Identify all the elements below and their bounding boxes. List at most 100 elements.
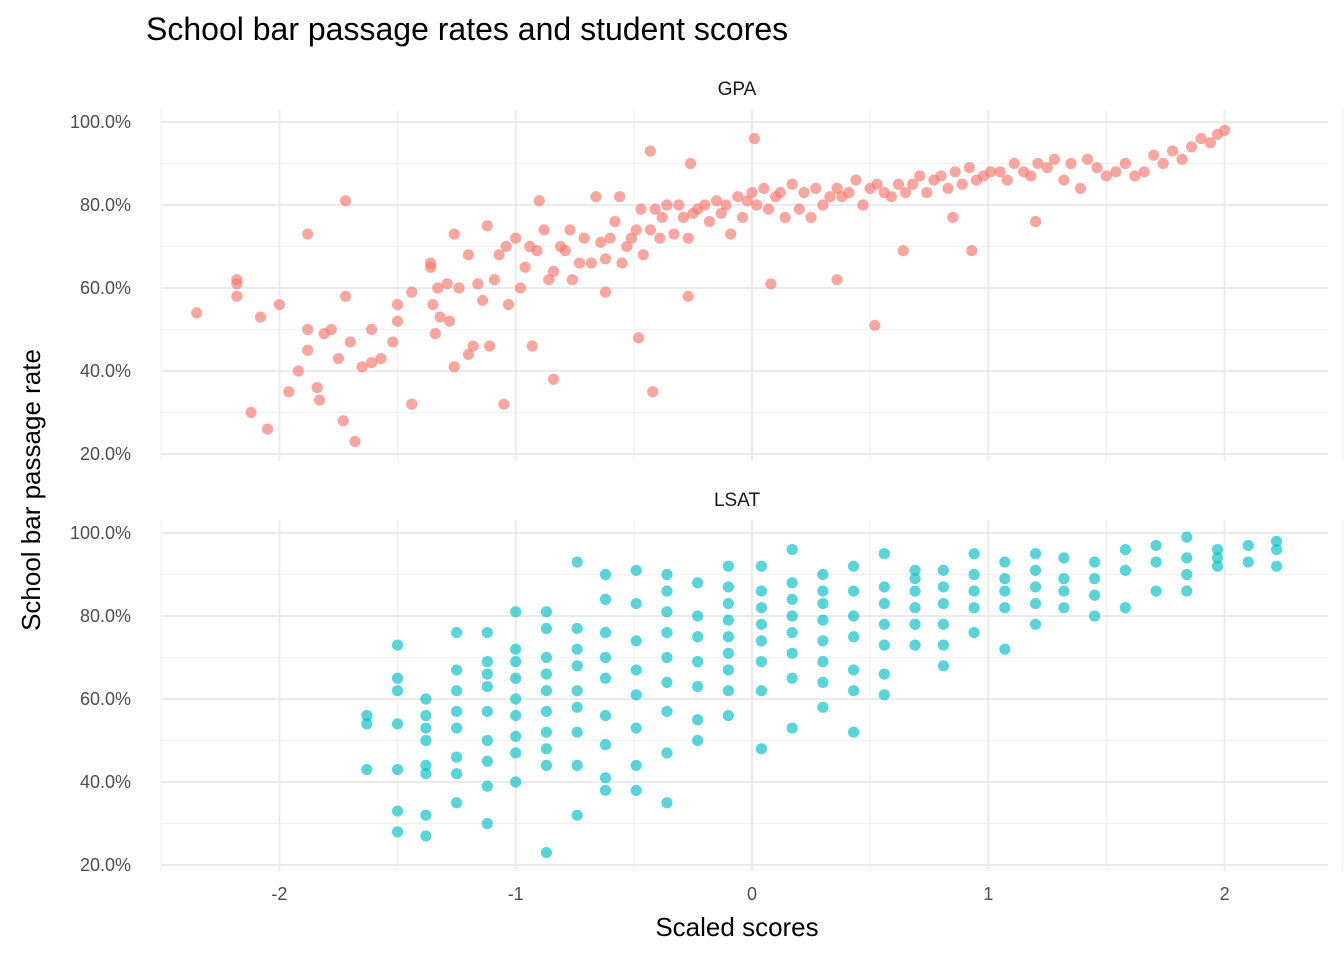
data-point xyxy=(1025,170,1037,182)
data-point xyxy=(1176,153,1188,165)
data-point xyxy=(481,680,493,693)
data-point xyxy=(599,672,612,684)
data-point xyxy=(1089,610,1101,622)
data-point xyxy=(1089,589,1101,601)
data-point xyxy=(510,710,522,722)
data-point xyxy=(1029,548,1042,560)
data-point xyxy=(786,672,798,684)
data-point xyxy=(848,610,860,622)
data-point xyxy=(635,203,647,215)
data-point xyxy=(1029,564,1042,576)
data-point xyxy=(425,257,437,269)
data-point xyxy=(968,568,980,581)
data-point xyxy=(755,618,768,630)
data-point xyxy=(755,635,768,647)
data-point xyxy=(510,672,522,684)
data-point xyxy=(937,581,950,593)
panel-gpa: GPA 20.0% 40.0% 60.0% 80.0% 100.0% xyxy=(70,79,1344,464)
data-point xyxy=(673,199,685,211)
data-point xyxy=(1065,157,1077,170)
data-point xyxy=(566,274,579,286)
data-point xyxy=(481,220,493,232)
data-point xyxy=(956,178,968,190)
data-point xyxy=(848,664,860,676)
data-point xyxy=(339,195,352,207)
panel-gpa-major-grid xyxy=(161,110,1328,461)
data-point xyxy=(477,294,489,307)
data-point xyxy=(909,573,921,585)
data-point xyxy=(850,174,862,186)
data-point xyxy=(1211,552,1224,564)
data-point xyxy=(668,228,680,240)
data-point xyxy=(824,191,836,203)
data-point xyxy=(434,311,446,323)
data-point xyxy=(365,323,378,336)
data-point xyxy=(472,278,484,290)
data-point xyxy=(451,705,463,718)
data-point xyxy=(571,660,583,672)
data-point xyxy=(755,685,768,697)
data-point xyxy=(590,191,602,203)
data-point xyxy=(1048,153,1061,165)
data-point xyxy=(1157,157,1169,170)
data-point xyxy=(599,651,612,664)
data-point xyxy=(1058,585,1070,597)
data-point xyxy=(722,710,734,722)
data-point xyxy=(786,722,798,734)
data-point xyxy=(1270,544,1283,556)
data-point xyxy=(391,639,404,651)
data-point xyxy=(654,232,666,244)
data-point xyxy=(519,261,531,273)
data-point xyxy=(647,386,659,398)
data-point xyxy=(1074,182,1087,194)
panel-lsat-y-tick-labels: 20.0% 40.0% 60.0% 80.0% 100.0% xyxy=(70,523,131,875)
data-point xyxy=(909,564,921,576)
data-point xyxy=(661,568,673,581)
data-point xyxy=(481,755,493,767)
data-point xyxy=(1110,166,1122,178)
data-point xyxy=(1211,544,1224,556)
data-point xyxy=(498,398,510,410)
data-point xyxy=(630,759,642,772)
data-point xyxy=(599,627,612,639)
data-point xyxy=(481,705,493,718)
data-point xyxy=(909,639,921,651)
data-point xyxy=(692,714,704,726)
data-point xyxy=(1058,602,1070,614)
data-point xyxy=(755,743,768,755)
data-point xyxy=(703,216,716,228)
data-point xyxy=(817,614,829,626)
data-point xyxy=(942,182,954,194)
data-point xyxy=(878,668,890,680)
data-point xyxy=(661,705,673,718)
data-point xyxy=(848,560,860,572)
data-point xyxy=(999,556,1011,568)
y-tick-label: 100.0% xyxy=(70,523,131,543)
data-point xyxy=(488,274,501,286)
data-point xyxy=(1100,170,1113,182)
data-point xyxy=(1204,137,1217,149)
data-point xyxy=(630,722,642,734)
data-point xyxy=(710,195,723,207)
data-point xyxy=(427,299,439,311)
data-point xyxy=(337,415,349,427)
y-tick-label: 60.0% xyxy=(80,689,131,709)
data-point xyxy=(302,323,314,336)
data-point xyxy=(344,336,356,348)
data-point xyxy=(609,216,621,228)
data-point xyxy=(1181,552,1193,564)
data-point xyxy=(817,656,829,668)
data-point xyxy=(564,224,576,236)
data-point xyxy=(848,726,860,738)
data-point xyxy=(755,656,768,668)
data-point xyxy=(968,585,980,597)
data-point xyxy=(510,656,522,668)
data-point xyxy=(779,211,791,224)
data-point xyxy=(741,195,753,207)
data-point xyxy=(732,191,744,203)
y-tick-label: 20.0% xyxy=(80,444,131,464)
x-tick-label: 0 xyxy=(747,884,757,904)
data-point xyxy=(540,685,553,697)
data-point xyxy=(325,323,337,336)
data-point xyxy=(547,373,560,385)
